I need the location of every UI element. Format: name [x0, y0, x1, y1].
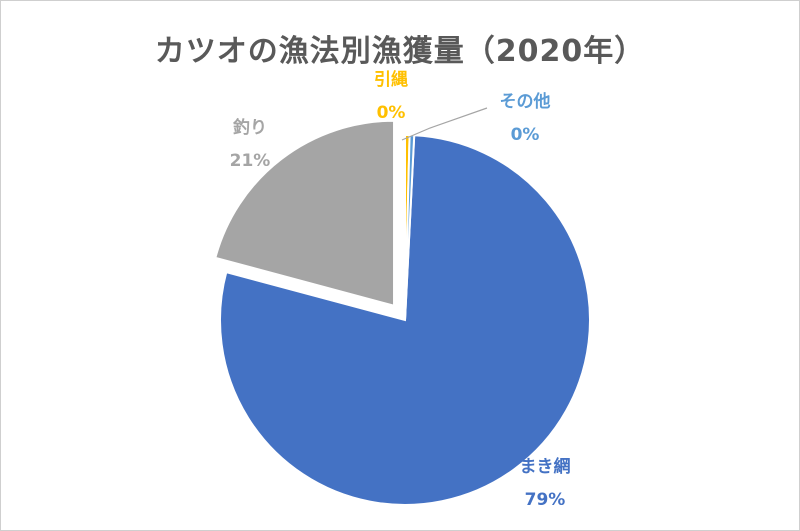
slice-value-pole-and-line: 21% — [230, 151, 271, 171]
slice-value-seine: 79% — [525, 490, 566, 510]
pie-slice-pole-and-line — [214, 119, 396, 308]
slice-value-trolling: 0% — [377, 103, 406, 123]
slice-value-other: 0% — [511, 125, 540, 145]
chart-title: カツオの漁法別漁獲量（2020年） — [154, 34, 646, 69]
slice-label-trolling: 引縄 — [374, 69, 408, 90]
leader-line-other — [401, 107, 488, 141]
slice-label-other: その他 — [500, 91, 551, 112]
slice-label-pole-and-line: 釣り — [233, 117, 267, 138]
pie-slice-seine — [219, 134, 591, 506]
slice-label-seine: まき網 — [520, 456, 571, 477]
